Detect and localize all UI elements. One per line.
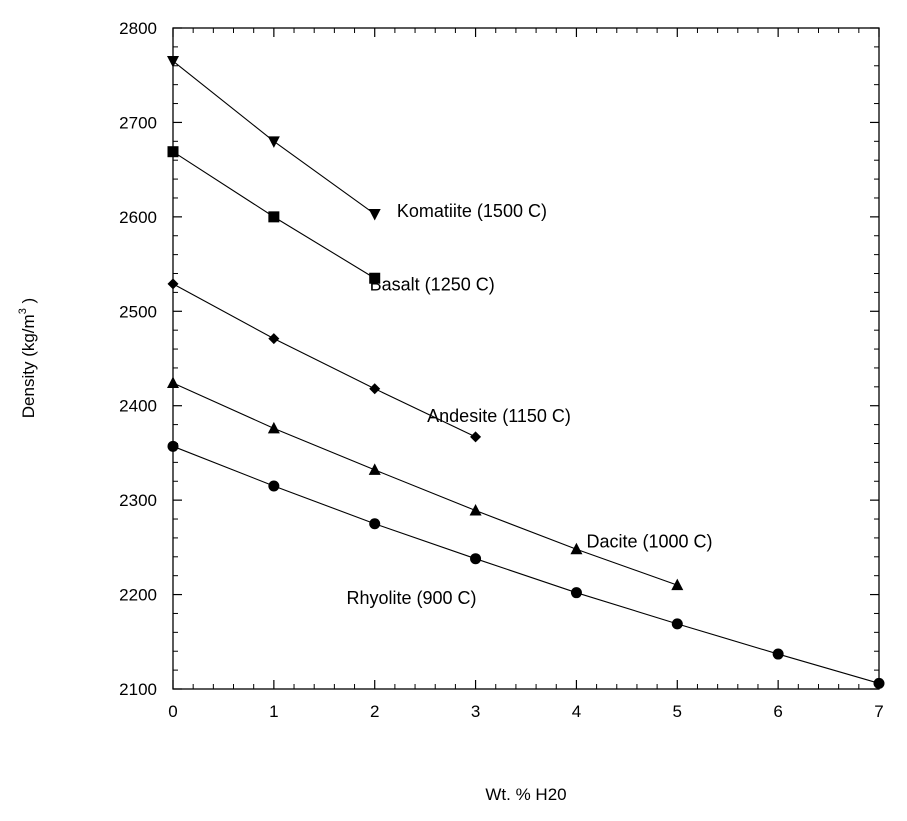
data-point bbox=[267, 421, 280, 434]
x-tick-label: 4 bbox=[572, 702, 581, 721]
data-point bbox=[469, 504, 482, 516]
y-axis-label-close: ) bbox=[19, 298, 38, 308]
x-axis-label: Wt. % H20 bbox=[485, 785, 566, 804]
data-point bbox=[772, 648, 784, 660]
data-point bbox=[671, 618, 683, 630]
series-1 bbox=[167, 146, 381, 284]
data-point bbox=[369, 518, 381, 530]
y-tick-label: 2600 bbox=[119, 208, 157, 227]
data-point bbox=[368, 209, 381, 221]
data-point bbox=[167, 146, 179, 158]
y-axis-label: Density (kg/m3 ) bbox=[17, 298, 38, 418]
plot-frame bbox=[172, 27, 880, 690]
y-tick-label: 2300 bbox=[119, 491, 157, 510]
data-point bbox=[369, 383, 381, 395]
series-4 bbox=[167, 440, 885, 689]
y-axis-label-main: Density (kg/m bbox=[19, 314, 38, 418]
data-point bbox=[470, 553, 482, 565]
series-label: Dacite (1000 C) bbox=[587, 531, 713, 551]
data-point bbox=[368, 463, 381, 475]
x-tick-label: 0 bbox=[168, 702, 177, 721]
x-tick-label: 3 bbox=[471, 702, 480, 721]
data-point bbox=[268, 480, 280, 492]
data-point bbox=[167, 440, 179, 452]
x-tick-label: 5 bbox=[673, 702, 682, 721]
series-0 bbox=[167, 56, 381, 221]
y-tick-label: 2800 bbox=[119, 19, 157, 38]
series-line bbox=[172, 445, 880, 684]
data-point bbox=[268, 211, 280, 223]
data-point bbox=[570, 542, 583, 555]
series-label: Komatiite (1500 C) bbox=[397, 201, 547, 221]
y-tick-label: 2400 bbox=[119, 397, 157, 416]
data-point bbox=[369, 272, 381, 284]
x-tick-label: 7 bbox=[874, 702, 883, 721]
series-layer bbox=[167, 56, 885, 689]
data-point bbox=[873, 677, 885, 689]
axis-ticks: 0 1 2 3 4 5 6 7 2100 2200 2300 2400 2500 2600 2700 2800 bbox=[119, 19, 884, 721]
data-point bbox=[268, 333, 280, 345]
x-tick-label: 1 bbox=[269, 702, 278, 721]
y-tick-label: 2700 bbox=[119, 113, 157, 132]
series-2 bbox=[167, 278, 482, 443]
data-point bbox=[671, 578, 684, 591]
labels-layer: Komatiite (1500 C) Basalt (1250 C) Andesit… bbox=[346, 201, 712, 608]
x-tick-label: 2 bbox=[370, 702, 379, 721]
series-label: Rhyolite (900 C) bbox=[346, 588, 476, 608]
x-tick-label: 6 bbox=[773, 702, 782, 721]
y-tick-label: 2500 bbox=[119, 302, 157, 321]
series-line bbox=[172, 283, 476, 438]
y-tick-label: 2200 bbox=[119, 586, 157, 605]
data-point bbox=[167, 376, 179, 389]
y-axis-label-superscript: 3 bbox=[17, 308, 29, 314]
series-3 bbox=[167, 376, 684, 591]
data-point bbox=[570, 587, 582, 599]
data-point bbox=[167, 278, 179, 290]
series-line bbox=[172, 382, 678, 586]
series-label: Basalt (1250 C) bbox=[370, 275, 495, 295]
series-label: Andesite (1150 C) bbox=[427, 406, 571, 426]
y-tick-label: 2100 bbox=[119, 680, 157, 699]
data-point bbox=[267, 136, 280, 148]
data-point bbox=[470, 431, 482, 443]
data-point bbox=[167, 56, 179, 68]
